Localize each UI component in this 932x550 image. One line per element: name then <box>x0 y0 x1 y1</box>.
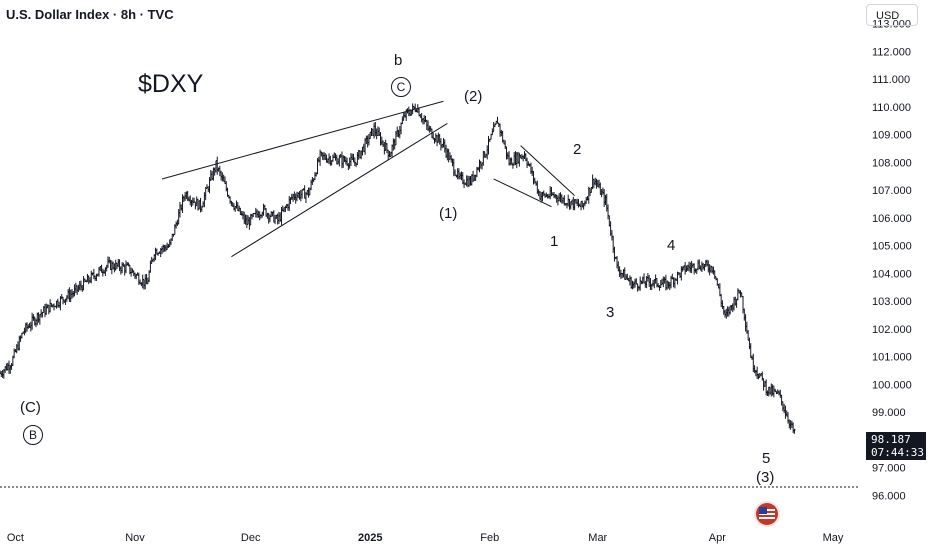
trendline[interactable] <box>231 123 448 258</box>
ohlc-bar <box>793 428 796 434</box>
y-tick-label: 96.000 <box>872 490 906 502</box>
y-tick-label: 107.000 <box>872 185 912 197</box>
wave-label-2-paren: (2) <box>464 88 483 105</box>
currency-button[interactable]: USD <box>866 4 918 26</box>
wave-label-3: 3 <box>606 304 615 321</box>
trendlines <box>161 100 575 258</box>
x-tick-label: Dec <box>241 532 261 544</box>
x-axis: Oct Nov Dec 2025 Feb Mar Apr May <box>7 532 844 544</box>
wave-label-C-paren: (C) <box>20 399 41 416</box>
wave-label-b: b <box>394 52 403 69</box>
y-tick-label: 106.000 <box>872 213 912 225</box>
wave-label-1-paren: (1) <box>439 205 458 222</box>
y-tick-label: 101.000 <box>872 352 912 364</box>
y-tick-label: 103.000 <box>872 296 912 308</box>
wave-label-3-paren: (3) <box>756 469 775 486</box>
y-tick-label: 99.000 <box>872 407 906 419</box>
x-tick-label: Apr <box>709 532 726 544</box>
y-tick-label: 113.000 <box>872 19 911 31</box>
y-axis: 113.000 112.000 111.000 110.000 109.000 108.0… <box>872 19 912 503</box>
trendline[interactable] <box>520 145 575 196</box>
x-tick-label: May <box>823 532 844 544</box>
chart-title: U.S. Dollar Index · 8h · TVC <box>6 7 174 22</box>
ohlc-bar <box>613 246 616 262</box>
us-flag-icon[interactable] <box>756 503 778 525</box>
trendline[interactable] <box>493 178 552 208</box>
y-tick-label: 100.000 <box>872 379 912 391</box>
y-tick-label: 104.000 <box>872 268 912 280</box>
x-tick-label: Mar <box>588 532 607 544</box>
ticker-annotation: $DXY <box>138 70 204 98</box>
wave-label-1: 1 <box>550 233 559 250</box>
last-price-tag: 98.187 07:44:33 <box>866 432 926 460</box>
y-tick-label: 110.000 <box>872 102 911 114</box>
x-tick-label: Oct <box>7 532 24 544</box>
y-tick-label: 112.000 <box>872 46 911 58</box>
bar-countdown: 07:44:33 <box>871 446 924 459</box>
y-tick-label: 105.000 <box>872 241 912 253</box>
trendline[interactable] <box>161 100 444 180</box>
y-tick-label: 102.000 <box>872 324 912 336</box>
wave-label-4: 4 <box>667 237 676 254</box>
x-tick-label: Feb <box>480 532 499 544</box>
x-tick-label: Nov <box>125 532 145 544</box>
wave-label-2: 2 <box>573 141 582 158</box>
x-tick-label: 2025 <box>358 532 382 544</box>
wave-label-5: 5 <box>762 450 771 467</box>
y-tick-label: 109.000 <box>872 130 912 142</box>
wave-label-C-circle: C <box>391 77 411 97</box>
y-tick-label: 97.000 <box>872 463 906 475</box>
last-price-value: 98.187 <box>871 433 911 446</box>
y-tick-label: 111.000 <box>872 74 910 86</box>
wave-label-B-circle: B <box>23 425 43 445</box>
price-bars <box>0 103 796 434</box>
y-tick-label: 108.000 <box>872 157 912 169</box>
